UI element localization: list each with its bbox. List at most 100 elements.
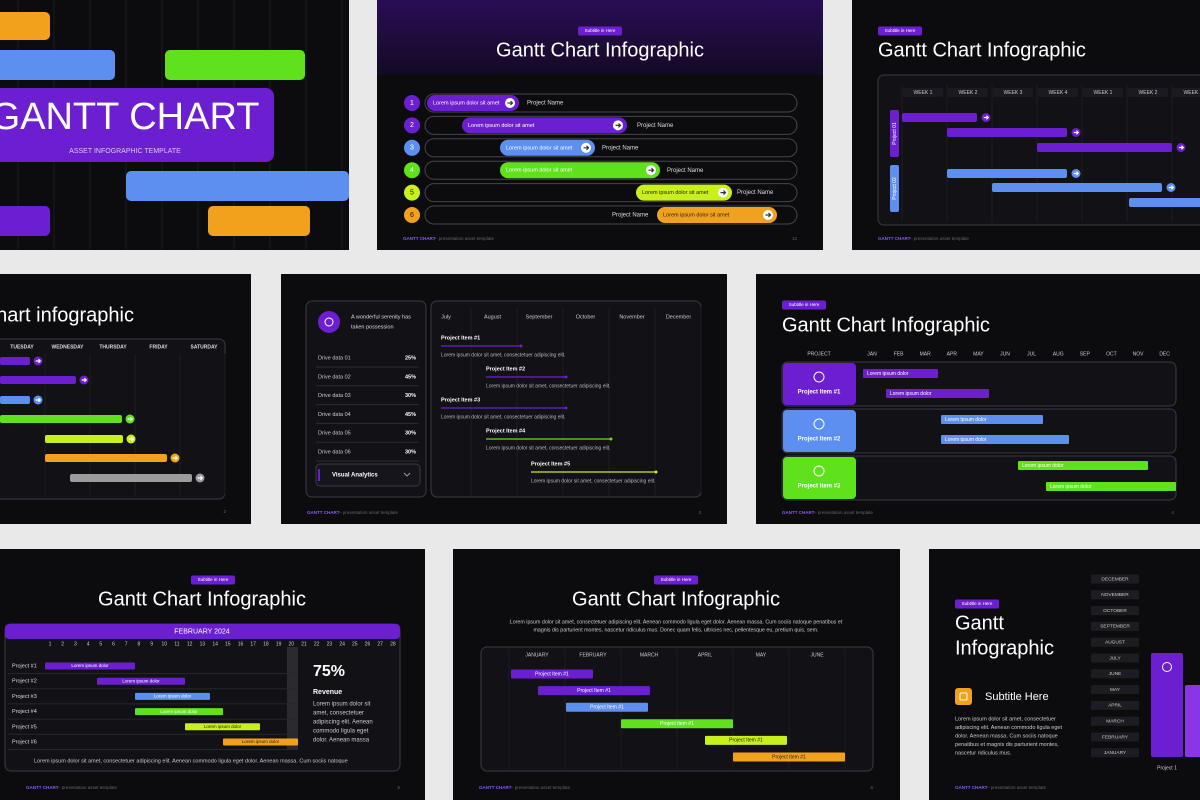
row-track (424, 138, 798, 158)
slide: Subtitle in Here Gantt Chart Infographic F… (0, 549, 425, 800)
slide-canvas: Subtitle in Here Gantt Chart Infographic L… (479, 575, 874, 790)
gantt-bar (902, 113, 977, 122)
timeline-end (564, 406, 568, 410)
title-block (0, 88, 274, 162)
column-label: Project 1 (1157, 765, 1177, 771)
badge (878, 26, 922, 36)
slide: Subtitle in Here Gantt Chart Infographic P… (756, 274, 1200, 524)
drive-label: Drive data 02 (318, 374, 351, 380)
gantt-bar (863, 369, 938, 378)
footer-brand: GANTT CHART (403, 236, 436, 241)
bar-text: Project Item #1 (535, 671, 569, 677)
week-cell (993, 88, 1033, 97)
row-track (424, 93, 798, 113)
body-text: adipiscing elit. Aenean commodo ligula e… (955, 725, 1062, 731)
item-name: Project Item #1 (441, 335, 480, 341)
footer-text: – presentation asset template (814, 510, 874, 515)
month-cell (1091, 748, 1139, 758)
day-label: 11 (174, 641, 179, 647)
day-label: 15 (225, 641, 231, 647)
day-label: 17 (250, 641, 256, 647)
arrow-glyph (1178, 145, 1185, 150)
project-name: Project Item #1 (798, 390, 841, 396)
row-number: 2 (410, 122, 414, 129)
footer-brand: GANTT CHART (26, 785, 59, 790)
badge-text: Subtitle in Here (789, 302, 820, 307)
gantt-bar (135, 692, 210, 700)
month-label: MARCH (640, 652, 659, 658)
badge (782, 300, 826, 310)
row-track (424, 183, 798, 203)
day-label: 28 (390, 641, 396, 647)
icon-glyph (959, 692, 968, 701)
month-cell (1091, 685, 1139, 695)
gantt-bar (135, 708, 223, 716)
shape (126, 171, 349, 201)
subtitle: Subtitle Here (985, 691, 1049, 703)
row-label: Project #4 (12, 709, 37, 715)
day-label: TUESDAY (10, 344, 34, 350)
arrow-glyph (583, 145, 590, 151)
week-label: WEEK 4 (1049, 90, 1068, 96)
gantt-bar (500, 139, 595, 156)
bar-text: Lorem ipsum dolor (1022, 463, 1064, 469)
item-name: Project Item #3 (441, 397, 480, 403)
day-label: 25 (352, 641, 358, 647)
gantt-bar (185, 723, 260, 731)
bar-text: Lorem ipsum dolor (204, 724, 242, 729)
month-label: SEPTEMBER (1100, 624, 1130, 630)
gantt-bar (511, 669, 593, 679)
arrow-glyph (765, 212, 772, 218)
arrow-glyph (1168, 185, 1175, 190)
month-label: October (576, 314, 596, 320)
bar-text: Project Item #1 (590, 705, 624, 711)
row-number: 6 (410, 212, 414, 219)
gantt-bar (0, 376, 76, 384)
footer-brand: GANTT CHART (782, 510, 815, 515)
gantt-bar (733, 752, 845, 762)
calendar-header (5, 624, 400, 639)
bar-text: Lorem ipsum dolor sit amet (506, 145, 573, 151)
gantt-bar (705, 735, 787, 745)
month-label: MARCH (1106, 718, 1124, 724)
card-text: taken possession (351, 324, 394, 330)
page-number: 3 (698, 510, 701, 515)
body-text: dolor. Aenean massa. Cum sociis natoque (955, 733, 1058, 739)
gantt-bar (621, 719, 733, 729)
row-number: 3 (410, 145, 414, 152)
row-number-badge (404, 117, 420, 134)
month-label: APR (947, 351, 958, 357)
slide: GANTT CHART ASSET INFOGRAPHIC TEMPLATE (0, 0, 349, 250)
drive-label: Drive data 05 (318, 431, 351, 437)
month-label: NOV (1133, 351, 1145, 357)
gantt-bar (1018, 461, 1148, 470)
timeline-end (519, 344, 523, 348)
day-label: 6 (112, 641, 115, 647)
row-number-badge (404, 207, 420, 223)
week-label: WEEK 2 (1139, 90, 1158, 96)
item-text: Lorem ipsum dolor sit amet, consectetuer… (486, 445, 611, 451)
timeline-end (654, 470, 658, 474)
bar-text: Lorem ipsum dolor sit amet (468, 123, 535, 129)
month-label: November (619, 314, 645, 320)
drive-value: 30% (405, 431, 416, 437)
day-label: 20 (289, 641, 295, 647)
subtitle: ASSET INFOGRAPHIC TEMPLATE (69, 148, 181, 155)
bar-text: Lorem ipsum dolor sit amet (663, 212, 730, 218)
bar-text: Lorem ipsum dolor (154, 694, 192, 699)
item-text: Lorem ipsum dolor sit amet, consectetuer… (441, 414, 566, 420)
arrow-glyph (648, 167, 655, 173)
title: Gantt (955, 612, 1004, 634)
month-label: MAY (973, 351, 984, 357)
badge-text: Subtitle in Here (962, 601, 993, 606)
slide-canvas: Subtitle in Here Gantt Chart Infographic F… (4, 575, 401, 790)
project-cell (783, 410, 856, 452)
slide: A wonderful serenity has taken possession… (281, 274, 727, 524)
arrow-glyph (172, 455, 179, 461)
gantt-bar (45, 454, 167, 462)
dropdown (315, 463, 421, 487)
month-label: JULY (1109, 655, 1121, 661)
day-label: THURSDAY (99, 344, 127, 350)
slide-canvas: Subtitle in Here Gantt Chart Infographic P… (781, 300, 1177, 515)
shape (165, 50, 305, 80)
